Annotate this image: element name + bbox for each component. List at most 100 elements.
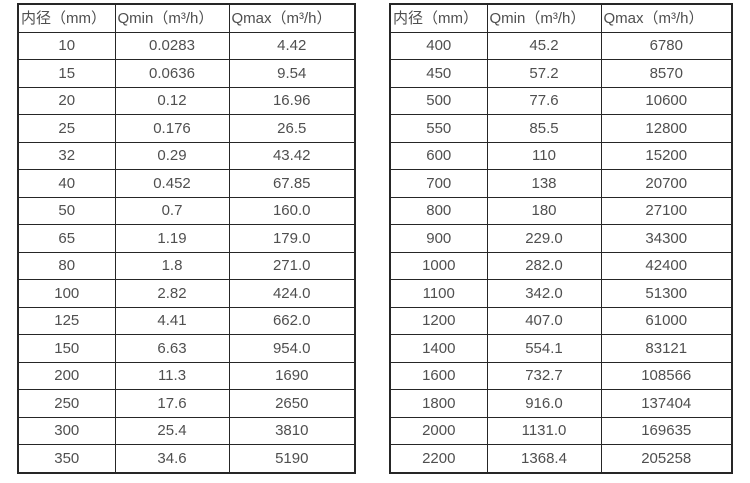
column-header-qmin: Qmin（m³/h） [486,3,602,33]
table-body-large-diameter: 400 45.2 6780 450 57.2 8570 500 77.6 10600 550 85.… [389,31,733,473]
table-cell: 61000 [600,306,733,335]
column-header-qmax: Qmax（m³/h） [228,3,356,33]
table-body-small-diameter: 10 0.0283 4.42 15 0.0636 9.54 20 0.12 16.96 25 0.1… [17,31,356,473]
table-cell: 350 [17,444,116,473]
table-cell: 450 [389,59,488,88]
table-cell: 25 [17,114,116,143]
table-row: 25 0.176 26.5 [17,114,356,143]
table-cell: 0.12 [114,86,230,115]
table-cell: 900 [389,224,488,253]
table-cell: 1600 [389,361,488,390]
table-cell: 662.0 [228,306,356,335]
table-row: 550 85.5 12800 [389,114,733,143]
table-cell: 34300 [600,224,733,253]
table-cell: 500 [389,86,488,115]
table-cell: 77.6 [486,86,602,115]
table-cell: 1000 [389,251,488,280]
table-cell: 50 [17,196,116,225]
table-cell: 67.85 [228,169,356,198]
table-cell: 300 [17,416,116,445]
table-cell: 700 [389,169,488,198]
table-cell: 554.1 [486,334,602,363]
table-cell: 424.0 [228,279,356,308]
table-cell: 2000 [389,416,488,445]
table-cell: 150 [17,334,116,363]
flow-table-large-diameter: 内径（mm） Qmin（m³/h） Qmax（m³/h） 400 45.2 6780… [389,3,733,474]
table-row: 1000 282.0 42400 [389,251,733,280]
table-row: 1600 732.7 108566 [389,361,733,390]
table-row: 50 0.7 160.0 [17,196,356,225]
column-header-qmin: Qmin（m³/h） [114,3,230,33]
table-row: 450 57.2 8570 [389,59,733,88]
table-cell: 5190 [228,444,356,473]
table-cell: 125 [17,306,116,335]
table-cell: 1.19 [114,224,230,253]
table-cell: 57.2 [486,59,602,88]
table-cell: 1131.0 [486,416,602,445]
table-row: 125 4.41 662.0 [17,306,356,335]
table-cell: 25.4 [114,416,230,445]
table-cell: 20700 [600,169,733,198]
table-cell: 43.42 [228,141,356,170]
table-cell: 3810 [228,416,356,445]
table-row: 1800 916.0 137404 [389,389,733,418]
table-row: 300 25.4 3810 [17,416,356,445]
table-row: 1200 407.0 61000 [389,306,733,335]
table-cell: 180 [486,196,602,225]
table-cell: 1400 [389,334,488,363]
table-row: 32 0.29 43.42 [17,141,356,170]
table-row: 350 34.6 5190 [17,444,356,473]
table-cell: 342.0 [486,279,602,308]
table-cell: 65 [17,224,116,253]
table-cell: 20 [17,86,116,115]
table-cell: 1800 [389,389,488,418]
column-header-diameter: 内径（mm） [389,3,488,33]
table-cell: 4.42 [228,31,356,60]
table-cell: 0.7 [114,196,230,225]
table-row: 100 2.82 424.0 [17,279,356,308]
table-cell: 45.2 [486,31,602,60]
table-cell: 407.0 [486,306,602,335]
table-cell: 138 [486,169,602,198]
table-cell: 83121 [600,334,733,363]
table-row: 600 110 15200 [389,141,733,170]
table-cell: 100 [17,279,116,308]
table-cell: 954.0 [228,334,356,363]
table-cell: 10600 [600,86,733,115]
table-cell: 0.0636 [114,59,230,88]
table-cell: 200 [17,361,116,390]
table-cell: 17.6 [114,389,230,418]
table-cell: 2.82 [114,279,230,308]
column-header-qmax: Qmax（m³/h） [600,3,733,33]
table-cell: 26.5 [228,114,356,143]
table-cell: 4.41 [114,306,230,335]
table-row: 15 0.0636 9.54 [17,59,356,88]
table-row: 65 1.19 179.0 [17,224,356,253]
table-cell: 1100 [389,279,488,308]
table-cell: 137404 [600,389,733,418]
table-row: 80 1.8 271.0 [17,251,356,280]
table-cell: 271.0 [228,251,356,280]
table-cell: 1690 [228,361,356,390]
table-cell: 282.0 [486,251,602,280]
table-cell: 0.29 [114,141,230,170]
table-row: 2200 1368.4 205258 [389,444,733,473]
table-cell: 8570 [600,59,733,88]
table-cell: 6.63 [114,334,230,363]
table-row: 500 77.6 10600 [389,86,733,115]
table-row: 150 6.63 954.0 [17,334,356,363]
table-cell: 12800 [600,114,733,143]
table-cell: 11.3 [114,361,230,390]
table-cell: 110 [486,141,602,170]
table-row: 250 17.6 2650 [17,389,356,418]
table-row: 800 180 27100 [389,196,733,225]
table-cell: 40 [17,169,116,198]
table-cell: 85.5 [486,114,602,143]
table-cell: 179.0 [228,224,356,253]
table-cell: 34.6 [114,444,230,473]
table-cell: 600 [389,141,488,170]
table-row: 900 229.0 34300 [389,224,733,253]
table-cell: 108566 [600,361,733,390]
table-cell: 32 [17,141,116,170]
